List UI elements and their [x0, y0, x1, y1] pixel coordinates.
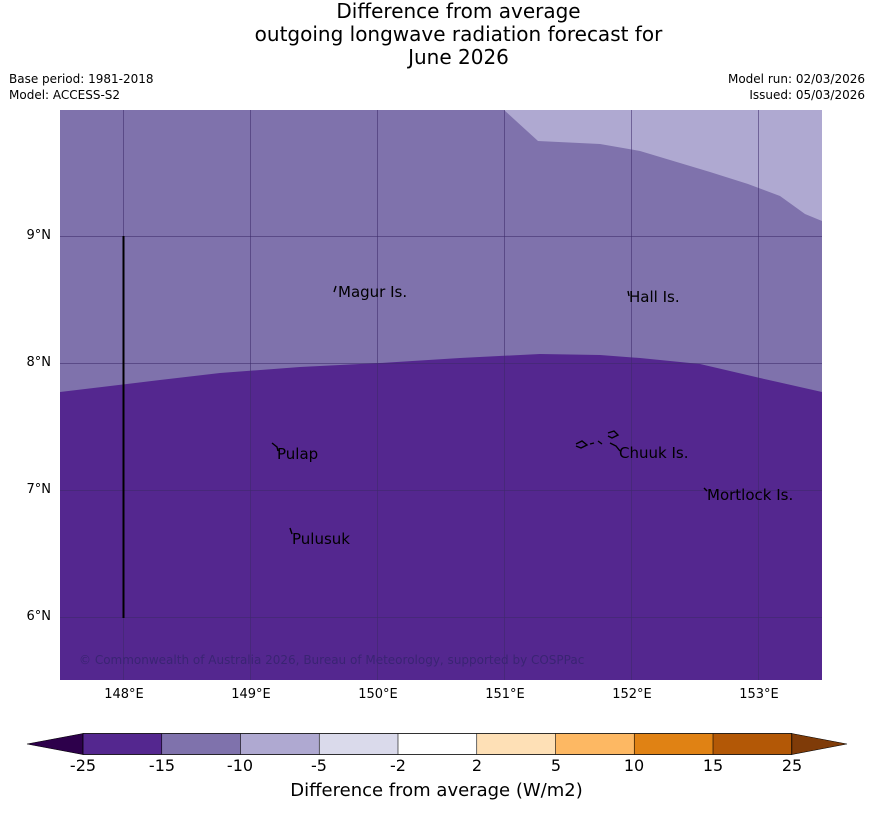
colorbar-segment-3 [240, 733, 320, 755]
place-label-pulap: Pulap [277, 445, 319, 463]
colorbar-segment-5 [398, 733, 477, 755]
issued-date: Issued: 05/03/2026 [749, 88, 865, 102]
title-line-2: outgoing longwave radiation forecast for [254, 22, 663, 46]
map-area: Magur Is. Hall Is. Pulap Chuuk Is. Mortl… [60, 110, 822, 680]
island-hall [627, 290, 630, 297]
lon-label-150e: 150°E [358, 687, 398, 702]
lon-label-152e: 152°E [612, 687, 652, 702]
colorbar-tick-label: 25 [781, 756, 803, 775]
lon-label-153e: 153°E [739, 687, 779, 702]
meta-right: Model run: 02/03/2026 Issued: 05/03/2026 [728, 71, 865, 103]
island-mortlock [703, 487, 708, 492]
colorbar-segment-6 [476, 733, 556, 755]
island-outlines [271, 285, 708, 535]
colorbar-tick-label: -10 [226, 756, 254, 775]
colorbar-tick-label: 2 [471, 756, 483, 775]
place-label-chuuk: Chuuk Is. [619, 444, 689, 462]
colorbar-segment-7 [555, 733, 635, 755]
colorbar-segment-1 [83, 733, 162, 755]
graticule [60, 110, 822, 680]
band-minus10-to-minus5 [504, 110, 822, 221]
model-name: Model: ACCESS-S2 [9, 88, 121, 102]
lat-label-8n: 8°N [26, 355, 52, 370]
island-magur [333, 285, 337, 293]
colorbar-over-arrow [791, 733, 848, 755]
map-canvas [60, 110, 822, 680]
colorbar-segment-9 [713, 733, 792, 755]
lon-label-149e: 149°E [231, 687, 271, 702]
colorbar-segment-4 [319, 733, 398, 755]
place-label-hall: Hall Is. [629, 288, 680, 306]
lat-label-6n: 6°N [26, 609, 52, 624]
title-line-3: June 2026 [408, 45, 509, 69]
colorbar-title: Difference from average (W/m2) [290, 780, 583, 801]
colorbar-tick-label: -2 [390, 756, 406, 775]
chart-title: Difference from average outgoing longwav… [0, 0, 873, 69]
colorbar-tick-label: -15 [148, 756, 176, 775]
colorbar [26, 733, 848, 755]
title-line-1: Difference from average [336, 0, 581, 23]
colorbar-tick-label: -25 [69, 756, 97, 775]
lat-label-9n: 9°N [26, 228, 52, 243]
colorbar-tick-label: -5 [311, 756, 327, 775]
colorbar-tick-label: 5 [550, 756, 562, 775]
meta-left: Base period: 1981-2018 Model: ACCESS-S2 [9, 71, 154, 103]
colorbar-under-arrow [26, 733, 84, 755]
colorbar-tick-label: 10 [623, 756, 645, 775]
model-run: Model run: 02/03/2026 [727, 72, 865, 86]
lon-label-151e: 151°E [485, 687, 525, 702]
base-period: Base period: 1981-2018 [9, 72, 154, 86]
colorbar-segment-2 [161, 733, 241, 755]
colorbar-tick-label: 15 [702, 756, 724, 775]
place-label-mortlock: Mortlock Is. [707, 486, 794, 504]
colorbar-outline [82, 733, 793, 755]
lon-label-148e: 148°E [104, 687, 144, 702]
place-label-magur: Magur Is. [338, 283, 408, 301]
colorbar-dividers [161, 733, 714, 755]
island-chuuk-lagoon [575, 430, 621, 452]
island-pulap [271, 442, 279, 452]
island-pulusuk [289, 527, 293, 535]
copyright-notice: © Commonwealth of Australia 2026, Bureau… [79, 653, 585, 667]
colorbar-segment-8 [634, 733, 713, 755]
lat-label-7n: 7°N [26, 482, 52, 497]
place-label-pulusuk: Pulusuk [292, 530, 350, 548]
